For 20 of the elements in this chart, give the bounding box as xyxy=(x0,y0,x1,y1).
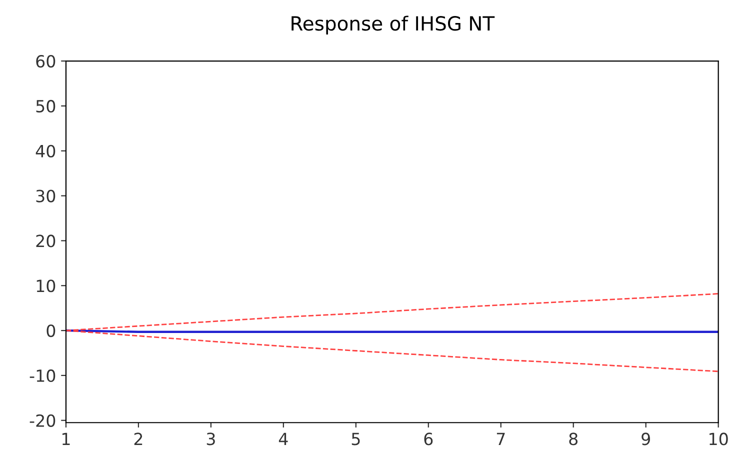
x-tick-label: 9 xyxy=(642,432,650,446)
x-tick-label: 4 xyxy=(278,432,288,446)
x-tick-label: 10 xyxy=(710,432,728,446)
x-tick-label: 8 xyxy=(569,432,578,446)
chart-title: Response of IHSG NT xyxy=(292,16,495,35)
x-tick-label: 6 xyxy=(424,432,433,446)
y-tick-label: 0 xyxy=(46,324,56,338)
x-tick-label: 5 xyxy=(352,432,360,446)
y-tick-label: 50 xyxy=(36,100,56,113)
x-tick-label: 2 xyxy=(134,432,142,446)
y-tick-label: 40 xyxy=(36,144,56,158)
y-tick-label: -20 xyxy=(30,414,56,427)
x-tick-label: 3 xyxy=(206,432,215,446)
y-tick-label: 20 xyxy=(36,234,56,248)
x-tick-label: 7 xyxy=(496,432,505,446)
x-tick-label: 1 xyxy=(62,432,70,446)
y-tick-label: 60 xyxy=(36,54,56,68)
y-tick-label: -10 xyxy=(30,369,56,382)
y-tick-label: 10 xyxy=(36,280,56,292)
y-tick-label: 30 xyxy=(36,190,56,202)
